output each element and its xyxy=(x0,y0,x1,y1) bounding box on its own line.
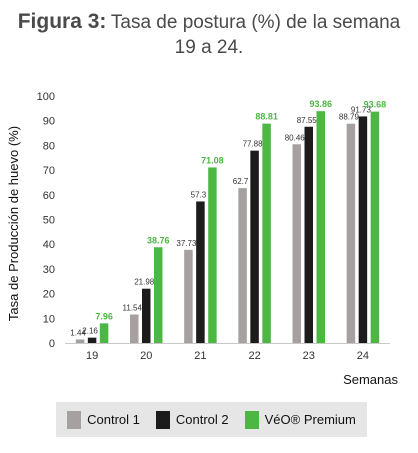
legend-label-veo-premium: VéO® Premium xyxy=(264,412,356,427)
x-tick-label: 21 xyxy=(194,350,206,362)
y-tick-label: 70 xyxy=(43,165,55,177)
data-label: 71.08 xyxy=(201,155,224,165)
data-label: 88.81 xyxy=(255,112,278,122)
bar xyxy=(87,337,97,343)
bar xyxy=(358,116,368,343)
x-tick-label: 24 xyxy=(357,350,369,362)
y-tick-label: 60 xyxy=(43,190,55,202)
bar xyxy=(196,201,205,343)
x-tick-label: 19 xyxy=(86,350,98,362)
legend-swatch-veo-premium xyxy=(244,410,259,429)
chart-title: Figura 3: Tasa de postura (%) de la sema… xyxy=(0,10,418,61)
chart-title-text: Tasa de postura (%) de la semana xyxy=(110,12,401,33)
y-tick-label: 90 xyxy=(43,116,55,128)
x-axis-title: Semanas xyxy=(343,372,398,387)
bar xyxy=(130,314,139,343)
y-tick-label: 0 xyxy=(49,338,55,350)
bar xyxy=(238,188,247,343)
y-tick-label: 40 xyxy=(43,239,55,251)
data-label: 57.3 xyxy=(191,190,207,199)
data-label: 91.73 xyxy=(351,105,372,114)
bar-chart: 0 10 20 30 40 50 60 70 80 90 100 19 1.442.16 7.96 20 11… xyxy=(6,91,398,387)
bar xyxy=(292,144,301,343)
bar xyxy=(75,339,85,343)
bar xyxy=(154,247,163,343)
data-label: 88.79 xyxy=(339,113,360,122)
legend-swatch-control-1 xyxy=(67,410,82,429)
data-label: 93.86 xyxy=(309,99,332,109)
bar xyxy=(250,150,259,343)
data-label: 7.96 xyxy=(95,311,113,321)
data-label: 87.55 xyxy=(297,116,318,125)
data-label: 93.68 xyxy=(364,100,387,110)
x-tick-label: 20 xyxy=(140,350,152,362)
x-tick-label: 22 xyxy=(248,350,260,362)
bar xyxy=(99,323,109,343)
legend-item-veo-premium: VéO® Premium xyxy=(244,410,356,429)
legend-item-control-2: Control 2 xyxy=(155,410,229,429)
bar xyxy=(208,167,217,343)
y-tick-label: 80 xyxy=(43,140,55,152)
data-label: 77.88 xyxy=(243,140,264,149)
data-label: 38.76 xyxy=(147,235,170,245)
bar xyxy=(262,123,271,343)
y-tick-label: 30 xyxy=(43,264,55,276)
data-label: 80.46 xyxy=(285,133,306,142)
chart-legend: Control 1 Control 2 VéO® Premium xyxy=(56,402,367,437)
y-tick-label: 10 xyxy=(43,313,55,325)
data-label: 1.44 xyxy=(70,328,86,337)
legend-label-control-2: Control 2 xyxy=(175,412,229,427)
bar xyxy=(370,111,380,343)
data-label: 21.98 xyxy=(134,278,155,287)
legend-item-control-1: Control 1 xyxy=(67,410,140,429)
chart-title-line2: 19 a 24. xyxy=(174,37,244,58)
chart-title-prefix: Figura 3: xyxy=(17,10,107,33)
data-label: 2.16 xyxy=(82,327,98,336)
bar xyxy=(304,126,313,344)
bar xyxy=(184,249,193,343)
y-tick-label: 50 xyxy=(43,215,55,227)
y-axis-title: Tasa de Producción de huevo (%) xyxy=(6,126,21,321)
x-tick-label: 23 xyxy=(303,350,315,362)
data-label: 37.73 xyxy=(176,239,197,248)
data-label: 11.54 xyxy=(123,303,143,312)
y-tick-label: 100 xyxy=(37,91,55,103)
legend-label-control-1: Control 1 xyxy=(87,412,140,427)
legend-swatch-control-2 xyxy=(155,410,170,429)
bar xyxy=(346,123,356,344)
data-label: 62.7 xyxy=(233,177,249,186)
bar xyxy=(142,288,151,343)
bar xyxy=(316,111,325,343)
y-tick-label: 20 xyxy=(43,289,55,301)
